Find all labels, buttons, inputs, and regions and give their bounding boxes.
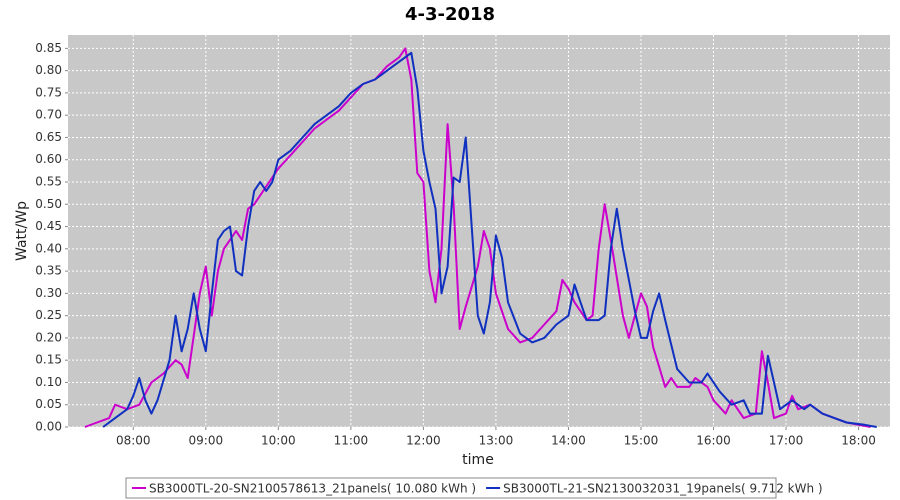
y-tick-label: 0.10: [35, 375, 62, 389]
y-tick-label: 0.60: [35, 152, 62, 166]
y-tick-label: 0.50: [35, 197, 62, 211]
y-tick-label: 0.40: [35, 241, 62, 255]
y-tick-label: 0.70: [35, 108, 62, 122]
legend-label: SB3000TL-21-SN2130032031_19panels( 9.712…: [503, 482, 822, 496]
y-tick-label: 0.45: [35, 219, 62, 233]
y-tick-label: 0.25: [35, 308, 62, 322]
x-tick-label: 11:00: [334, 434, 369, 448]
series-line: [102, 51, 877, 428]
plot-area: [68, 35, 890, 427]
y-tick-label: 0.15: [35, 353, 62, 367]
legend-label: SB3000TL-20-SN2100578613_21panels( 10.08…: [149, 482, 476, 496]
y-tick-label: 0.80: [35, 63, 62, 77]
y-tick-label: 0.30: [35, 286, 62, 300]
y-axis-label: Watt/Wp: [14, 201, 30, 261]
y-tick-label: 0.05: [35, 397, 62, 411]
y-tick-label: 0.85: [35, 41, 62, 55]
x-tick-label: 08:00: [116, 434, 151, 448]
y-tick-label: 0.35: [35, 264, 62, 278]
x-tick-label: 14:00: [551, 434, 586, 448]
y-tick-label: 0.65: [35, 130, 62, 144]
x-tick-label: 12:00: [406, 434, 441, 448]
x-tick-label: 13:00: [479, 434, 514, 448]
chart-title: 4-3-2018: [405, 4, 495, 25]
y-tick-label: 0.00: [35, 420, 62, 434]
y-tick-label: 0.75: [35, 85, 62, 99]
x-tick-label: 16:00: [696, 434, 731, 448]
x-tick-label: 15:00: [624, 434, 659, 448]
x-tick-label: 18:00: [841, 434, 876, 448]
x-axis-label: time: [462, 452, 494, 468]
x-tick-label: 09:00: [189, 434, 224, 448]
y-tick-label: 0.20: [35, 330, 62, 344]
series-line: [84, 47, 871, 428]
x-tick-label: 17:00: [769, 434, 804, 448]
y-tick-label: 0.55: [35, 175, 62, 189]
x-tick-label: 10:00: [261, 434, 296, 448]
legend: [125, 477, 777, 499]
